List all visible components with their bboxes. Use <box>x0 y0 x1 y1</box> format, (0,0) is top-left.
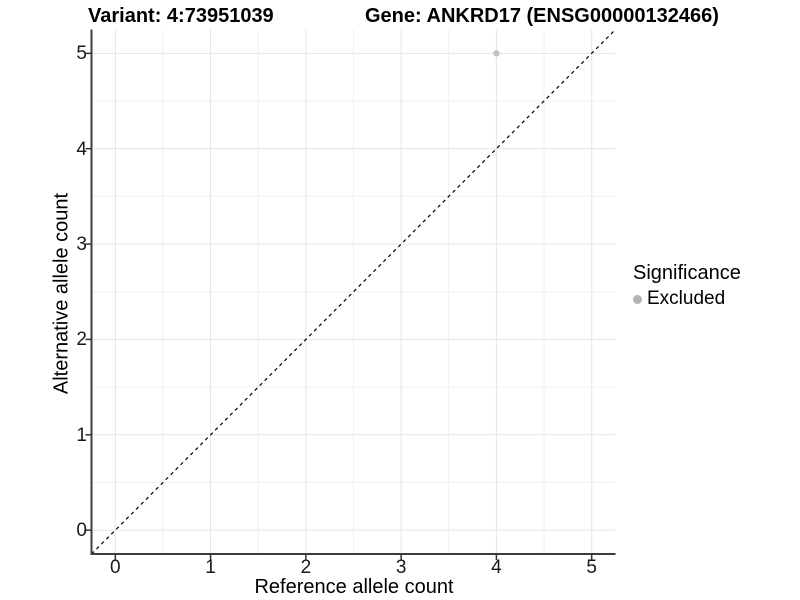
x-axis-title: Reference allele count <box>254 576 454 598</box>
plot-title-gene: Gene: ANKRD17 (ENSG00000132466) <box>365 5 719 27</box>
legend-point-icon <box>633 294 642 304</box>
x-tick-label: 5 <box>586 557 597 578</box>
y-tick-label: 0 <box>76 520 87 542</box>
identity-line <box>91 29 616 555</box>
x-tick-label: 3 <box>395 557 407 578</box>
plot-title-variant: Variant: 4:73951039 <box>88 5 274 27</box>
plot-geoms <box>91 29 616 555</box>
x-tick-label: 1 <box>205 557 216 578</box>
legend-title: Significance <box>633 262 741 284</box>
y-tick-label: 1 <box>76 424 87 446</box>
x-tick-label: 2 <box>300 557 312 578</box>
axis-lines-and-ticks <box>85 29 616 560</box>
y-tick-label: 5 <box>76 43 87 65</box>
y-tick-label: 4 <box>76 138 87 160</box>
y-tick-label: 2 <box>76 329 87 351</box>
data-point <box>493 50 500 57</box>
legend-entry-label: Excluded <box>647 288 726 309</box>
legend-entry: Excluded <box>633 288 741 310</box>
x-tick-label: 0 <box>110 557 121 578</box>
x-tick-label: 4 <box>491 557 502 578</box>
y-tick-label: 3 <box>76 234 87 256</box>
gridlines <box>91 29 616 554</box>
legend: Significance Excluded <box>633 262 741 310</box>
